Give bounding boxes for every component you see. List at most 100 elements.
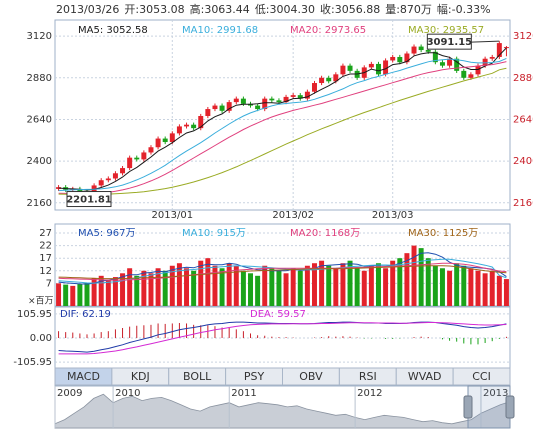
tab[interactable]: WVAD xyxy=(395,367,454,386)
volume-bar xyxy=(312,263,317,306)
candle-body xyxy=(319,77,325,84)
candle-body xyxy=(56,187,62,189)
overview-area xyxy=(54,393,511,429)
candle-body xyxy=(418,46,424,51)
legend-entry: DIF: 62.19 xyxy=(60,309,111,320)
tab[interactable]: RSI xyxy=(338,367,397,386)
candle-body xyxy=(425,50,431,52)
range-handle[interactable] xyxy=(505,395,515,419)
candle-body xyxy=(127,157,133,169)
volume-bar xyxy=(198,260,204,306)
annotation-box xyxy=(426,33,472,50)
candle-body xyxy=(333,74,339,82)
x-tick-label: 2013/01 xyxy=(152,210,194,221)
candle-body xyxy=(205,109,211,116)
volume-bar xyxy=(340,263,346,306)
candle-body xyxy=(212,105,218,110)
legend-entry: MA5: 3052.58 xyxy=(78,25,148,36)
y-tick-label: 2160 xyxy=(27,198,52,209)
tab-label[interactable]: OBV xyxy=(299,370,323,383)
tab-label[interactable]: BOLL xyxy=(183,370,212,383)
tab-label[interactable]: RSI xyxy=(359,370,377,383)
candle-body xyxy=(184,124,190,127)
candle-body xyxy=(248,103,253,106)
volume-bar xyxy=(447,270,453,306)
candle-body xyxy=(447,58,453,66)
tab[interactable]: KDJ xyxy=(111,367,170,386)
volume-bar xyxy=(191,270,197,306)
volume-frame xyxy=(54,223,511,307)
legend-entry: MA30: 1125万 xyxy=(408,228,478,239)
tab[interactable]: OBV xyxy=(282,367,340,386)
y-tick-label: 2880 xyxy=(27,73,52,84)
volume-bar xyxy=(347,260,353,306)
candle-body xyxy=(112,173,118,179)
candle-body xyxy=(375,63,381,75)
tab-label[interactable]: MACD xyxy=(67,370,100,383)
candle-body xyxy=(297,95,303,99)
tab[interactable]: BOLL xyxy=(168,367,227,386)
year-label: 2011 xyxy=(231,388,256,399)
volume-bar xyxy=(418,248,424,306)
candle-body xyxy=(269,98,275,101)
range-handle[interactable] xyxy=(463,395,473,419)
legend-entry: MA20: 2973.65 xyxy=(290,25,366,36)
range-window[interactable] xyxy=(467,385,511,429)
header-field: 低:3004.30 xyxy=(255,3,315,16)
year-label: 2009 xyxy=(57,388,82,399)
tab[interactable]: CCI xyxy=(452,367,511,386)
candle-body xyxy=(77,188,83,192)
tab-label[interactable]: CCI xyxy=(472,370,491,383)
tab-bg[interactable] xyxy=(452,367,511,386)
volume-bar xyxy=(176,263,182,306)
volume-bar xyxy=(169,265,175,306)
volume-bar xyxy=(432,265,438,306)
volume-bar xyxy=(98,275,104,306)
volume-bar xyxy=(219,268,225,306)
candle-body xyxy=(290,95,296,97)
volume-bar xyxy=(454,263,460,306)
candle-body xyxy=(503,47,509,49)
volume-bar xyxy=(383,268,389,306)
tab-label[interactable]: KDJ xyxy=(131,370,150,383)
year-label: 2013 xyxy=(483,388,508,399)
ma-line xyxy=(58,67,507,195)
candle-body xyxy=(340,65,346,75)
ma-line xyxy=(58,61,507,195)
candle-body xyxy=(98,180,104,186)
volume-bar xyxy=(155,268,161,306)
ma-line xyxy=(58,322,507,355)
legend-entry: MA20: 1168万 xyxy=(290,228,360,239)
volume-bar xyxy=(255,275,261,306)
volume-bar xyxy=(425,258,431,306)
annotation: 3091.15 xyxy=(427,37,473,48)
header-field: 幅:-0.33% xyxy=(437,3,491,16)
ma-line xyxy=(58,265,507,280)
candle-body xyxy=(233,98,239,103)
y-tick-label-right: 2160 xyxy=(513,198,533,209)
candle-body xyxy=(468,74,474,78)
indicator-tabs: MACD KDJ BOLL PSY OBV RSI WVAD CCI xyxy=(54,367,511,386)
annotation: 2201.81 xyxy=(66,195,112,206)
volume-bar xyxy=(248,273,253,306)
candle-body xyxy=(347,65,353,71)
y-tick-label: 3120 xyxy=(27,31,52,42)
legend-entry: DEA: 59.57 xyxy=(250,309,306,320)
legend-entry: MA10: 2991.68 xyxy=(182,25,258,36)
volume-bar xyxy=(496,275,502,306)
candle-body xyxy=(191,124,197,129)
candle-body xyxy=(198,116,204,129)
y-tick-label: -105.95 xyxy=(13,357,52,368)
y-tick-label: 7 xyxy=(46,278,52,289)
y-tick-label: 2400 xyxy=(27,156,52,167)
y-tick-label-right: 2400 xyxy=(513,156,533,167)
tab[interactable]: MACD xyxy=(54,367,113,386)
volume-bar xyxy=(134,275,140,306)
candle-body xyxy=(169,133,175,143)
volume-bar xyxy=(482,273,488,306)
tab[interactable]: PSY xyxy=(225,367,283,386)
tab-label[interactable]: WVAD xyxy=(408,370,442,383)
candle-body xyxy=(226,102,232,111)
volume-bar xyxy=(404,253,410,306)
tab-label[interactable]: PSY xyxy=(244,370,265,383)
